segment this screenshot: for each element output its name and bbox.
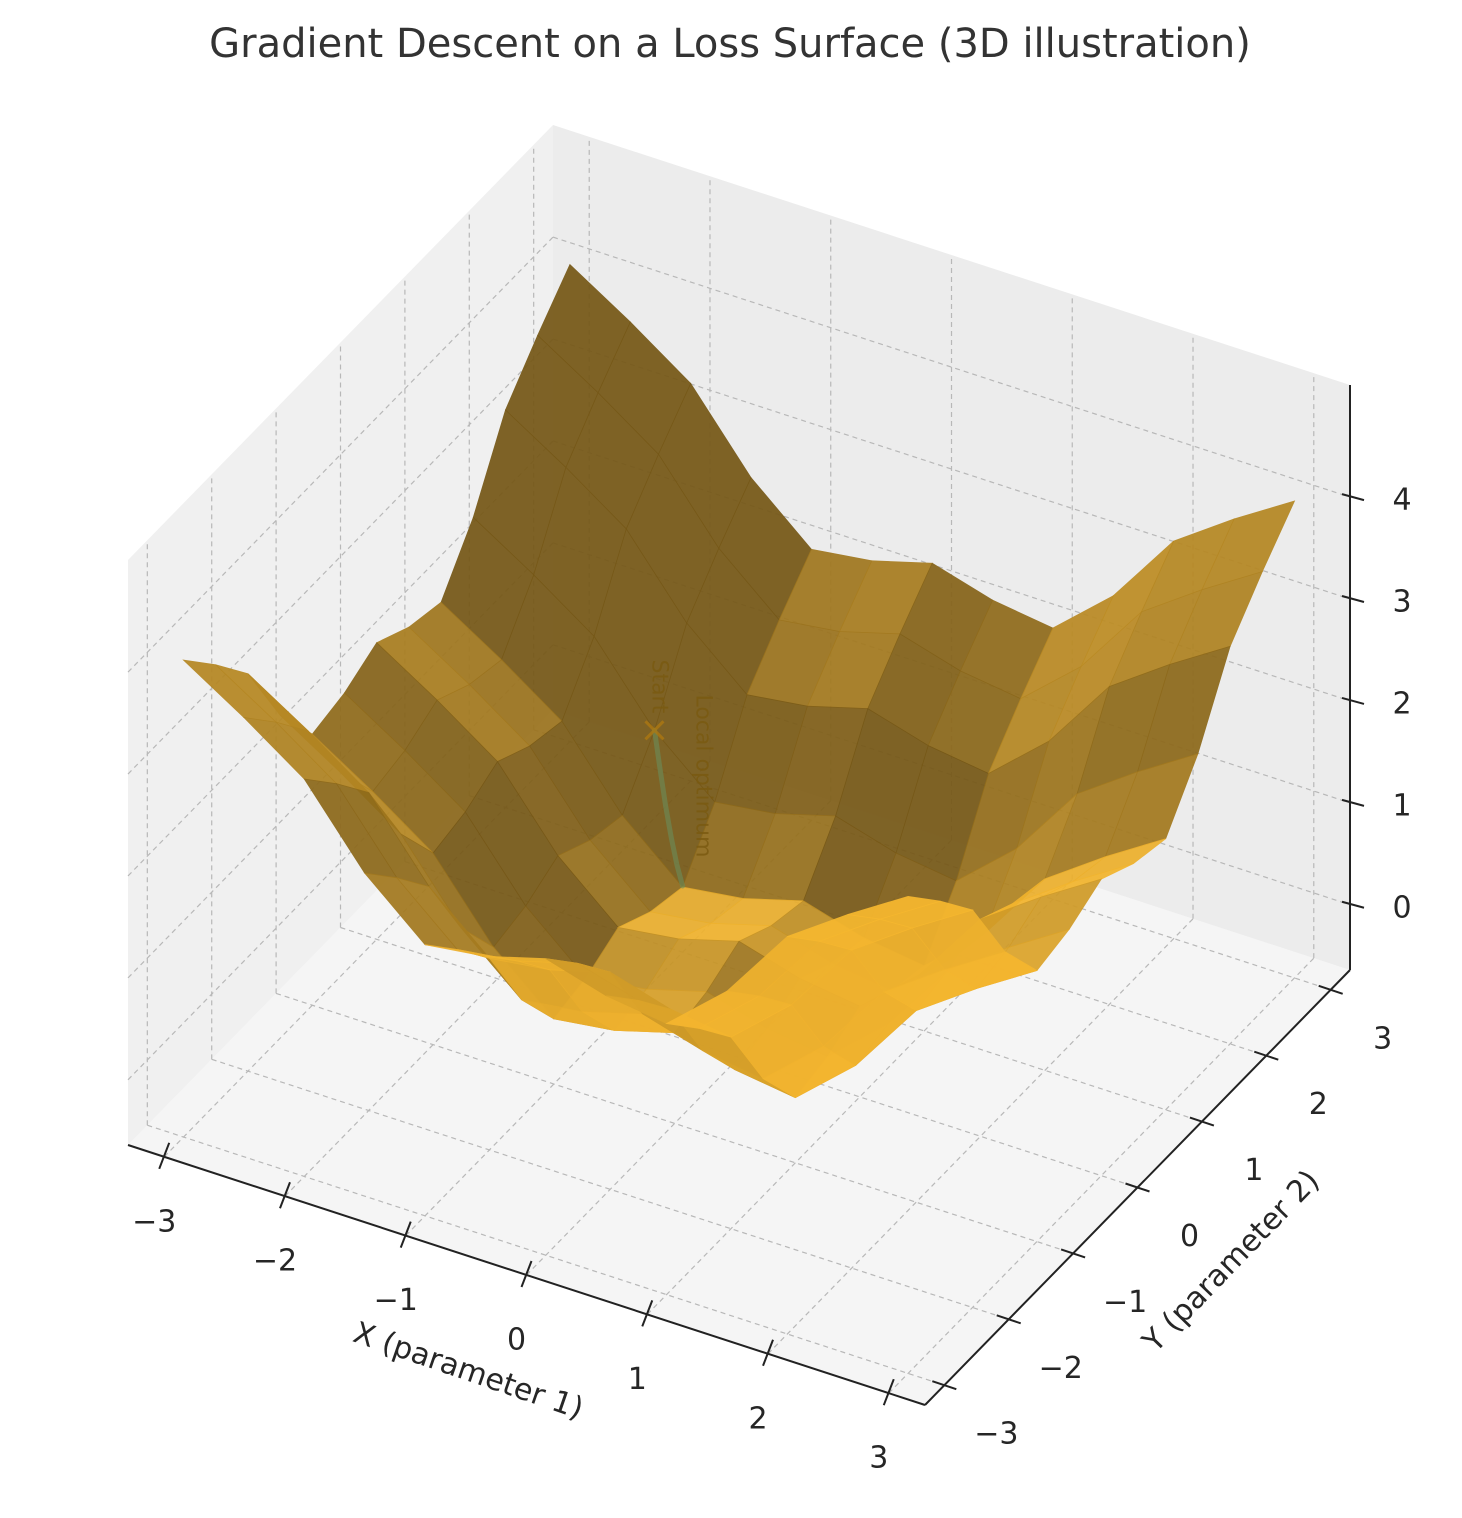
y-axis-label: Y (parameter 2): [1135, 1163, 1326, 1359]
y-tick: [996, 1314, 1022, 1325]
grid-line: [888, 957, 1315, 1394]
descent-path: [652, 727, 686, 889]
y-tick-label: −3: [974, 1417, 1018, 1452]
x-tick: [158, 1142, 171, 1170]
grid-line: [552, 236, 1351, 498]
z-tick: [1341, 493, 1365, 502]
z-tick: [1341, 696, 1365, 705]
z-tick-label: 4: [1392, 483, 1411, 518]
z-tick: [1341, 900, 1365, 909]
x-tick: [520, 1260, 533, 1288]
surface: [182, 263, 1296, 1099]
y-tick-label: 3: [1373, 1021, 1392, 1056]
x-tick-label: 3: [869, 1441, 888, 1476]
y-tick-label: 1: [1244, 1153, 1263, 1188]
z-tick-label: 0: [1392, 890, 1411, 925]
x-tick-label: 2: [748, 1401, 767, 1436]
start-marker: [644, 720, 665, 741]
z-tick: [1341, 595, 1365, 603]
x-tick: [279, 1181, 291, 1209]
x-axis-label: X (parameter 1): [349, 1315, 588, 1426]
grid-line: [275, 992, 1074, 1254]
x-tick-label: −1: [374, 1283, 418, 1318]
start-label: Start: [646, 659, 671, 713]
y-tick: [1253, 1050, 1279, 1061]
grid-line: [147, 1124, 945, 1386]
y-tick: [932, 1380, 957, 1391]
x-tick-label: −3: [132, 1204, 176, 1239]
end-label: Local optimum: [691, 694, 716, 857]
x-tick: [641, 1300, 654, 1327]
grid-line: [127, 338, 554, 775]
x-tick: [399, 1221, 412, 1248]
y-tick: [1189, 1116, 1215, 1127]
z-tick-label: 2: [1392, 686, 1411, 721]
x-tick-label: 1: [628, 1362, 647, 1397]
y-tick-label: 2: [1309, 1087, 1328, 1122]
x-tick: [762, 1339, 774, 1367]
surface-patch: [847, 895, 941, 920]
y-tick: [1060, 1248, 1086, 1259]
x-tick-label: 0: [507, 1323, 526, 1358]
y-tick-label: −1: [1103, 1285, 1147, 1320]
y-tick-label: 0: [1180, 1219, 1199, 1254]
y-tick: [1125, 1182, 1150, 1193]
grid-line: [127, 236, 554, 673]
x-tick: [882, 1378, 895, 1406]
z-tick-label: 3: [1392, 585, 1411, 620]
grid-line: [211, 1058, 1009, 1320]
grid-line: [340, 926, 1138, 1189]
x-tick-label: −2: [253, 1244, 297, 1279]
y-tick-label: −2: [1039, 1351, 1083, 1386]
z-tick: [1341, 798, 1365, 807]
grid-line: [767, 918, 1194, 1355]
z-tick-label: 1: [1392, 788, 1411, 823]
y-tick: [1318, 984, 1343, 995]
chart-title: Gradient Descent on a Loss Surface (3D i…: [209, 21, 1251, 67]
